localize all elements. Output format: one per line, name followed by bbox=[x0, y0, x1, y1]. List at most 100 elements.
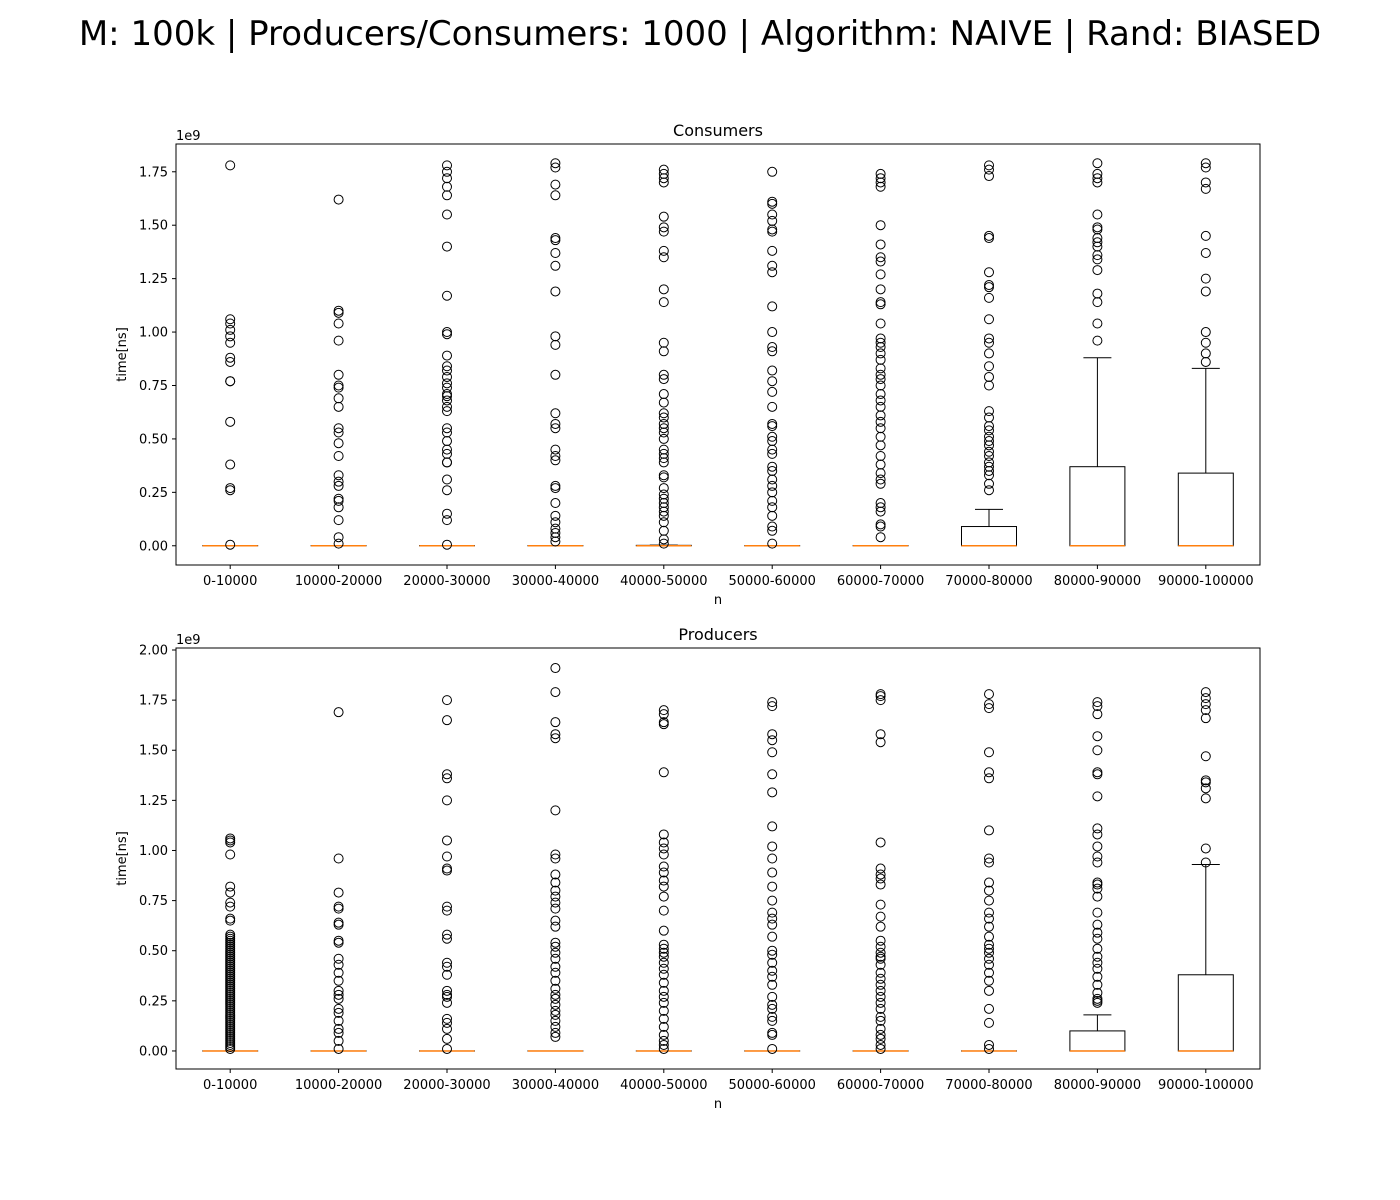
flier-point bbox=[225, 485, 236, 496]
flier-point bbox=[658, 297, 669, 308]
flier-point bbox=[875, 521, 886, 532]
flier-point bbox=[658, 177, 669, 188]
flier-point bbox=[875, 967, 886, 978]
flier-point bbox=[875, 440, 886, 451]
flier-point bbox=[767, 729, 778, 740]
flier-point bbox=[442, 401, 452, 412]
flier-point bbox=[442, 378, 452, 389]
flier-point bbox=[658, 472, 669, 483]
flier-point bbox=[442, 961, 452, 972]
y-tick-label: 1.50 bbox=[139, 219, 168, 234]
flier-point bbox=[333, 305, 344, 316]
box-90000-100000 bbox=[1177, 158, 1234, 547]
y-tick-label: 0.00 bbox=[139, 1044, 168, 1059]
flier-point bbox=[225, 459, 236, 470]
x-tick-label: 20000-30000 bbox=[403, 1078, 490, 1093]
flier-point bbox=[550, 190, 561, 201]
y-tick-label: 1.75 bbox=[139, 165, 168, 180]
x-tick-label: 60000-70000 bbox=[837, 1078, 924, 1093]
flier-point bbox=[984, 907, 994, 918]
flier-point bbox=[1200, 273, 1211, 284]
box-20000-30000 bbox=[419, 160, 475, 550]
flier-point bbox=[225, 887, 236, 898]
flier-point bbox=[875, 337, 886, 348]
flier-point bbox=[1200, 857, 1211, 868]
y-offset-label: 1e9 bbox=[176, 633, 201, 648]
flier-point bbox=[658, 423, 669, 434]
flier-point bbox=[984, 689, 994, 700]
flier-point bbox=[658, 719, 669, 730]
flier-point bbox=[875, 985, 886, 996]
flier-point bbox=[875, 899, 886, 910]
flier-point bbox=[442, 991, 452, 1002]
x-tick-label: 60000-70000 bbox=[837, 574, 924, 589]
flier-point bbox=[658, 709, 669, 720]
flier-point bbox=[767, 867, 778, 878]
flier-point bbox=[984, 773, 994, 784]
flier-point bbox=[658, 517, 669, 528]
flier-point bbox=[550, 921, 561, 932]
flier-point bbox=[550, 455, 561, 466]
flier-point bbox=[550, 444, 561, 455]
flier-point bbox=[875, 935, 886, 946]
flier-point bbox=[984, 877, 994, 888]
x-tick-label: 10000-20000 bbox=[295, 1078, 382, 1093]
flier-point bbox=[442, 173, 452, 184]
flier-point bbox=[1092, 943, 1103, 954]
flier-point bbox=[984, 959, 994, 970]
flier-point bbox=[658, 957, 669, 968]
flier-point bbox=[658, 705, 669, 716]
flier-point bbox=[658, 389, 669, 400]
flier-point bbox=[658, 408, 669, 419]
flier-point bbox=[1200, 230, 1211, 241]
flier-point bbox=[550, 983, 561, 994]
flier-point bbox=[767, 495, 778, 506]
flier-point bbox=[984, 436, 994, 447]
flier-point bbox=[984, 953, 994, 964]
flier-point bbox=[550, 937, 561, 948]
flier-point bbox=[767, 1011, 778, 1022]
box-0-10000 bbox=[202, 160, 259, 550]
flier-point bbox=[658, 337, 669, 348]
flier-point bbox=[333, 975, 344, 986]
flier-point bbox=[875, 478, 886, 489]
flier-point bbox=[1092, 791, 1103, 802]
flier-point bbox=[875, 269, 886, 280]
flier-point bbox=[1092, 951, 1103, 962]
box-70000-80000 bbox=[961, 160, 1017, 547]
flier-point bbox=[875, 299, 886, 310]
flier-point bbox=[658, 997, 669, 1008]
flier-point bbox=[442, 406, 452, 417]
flier-point bbox=[1092, 971, 1103, 982]
flier-point bbox=[1092, 957, 1103, 968]
flier-point bbox=[767, 999, 778, 1010]
flier-point bbox=[1092, 927, 1103, 938]
flier-point bbox=[875, 953, 886, 964]
flier-point bbox=[767, 821, 778, 832]
flier-point bbox=[442, 241, 452, 252]
flier-point bbox=[767, 474, 778, 485]
flier-point bbox=[1092, 997, 1103, 1008]
flier-point bbox=[333, 707, 344, 718]
flier-point bbox=[442, 1033, 452, 1044]
flier-point bbox=[658, 506, 669, 517]
box-80000-90000 bbox=[1069, 158, 1126, 547]
flier-point bbox=[442, 901, 452, 912]
flier-point bbox=[658, 427, 669, 438]
flier-point bbox=[767, 418, 778, 429]
flier-point bbox=[875, 423, 886, 434]
flier-point bbox=[550, 999, 561, 1010]
flier-point bbox=[767, 342, 778, 353]
flier-point bbox=[658, 951, 669, 962]
flier-point bbox=[1092, 701, 1103, 712]
flier-point bbox=[1200, 687, 1211, 698]
flier-point bbox=[984, 947, 994, 958]
flier-point bbox=[767, 787, 778, 798]
flier-point bbox=[550, 1005, 561, 1016]
flier-point bbox=[550, 1009, 561, 1020]
flier-point bbox=[225, 314, 236, 325]
flier-point bbox=[658, 881, 669, 892]
flier-point bbox=[984, 939, 994, 950]
flier-point bbox=[984, 280, 994, 291]
flier-point bbox=[767, 949, 778, 960]
